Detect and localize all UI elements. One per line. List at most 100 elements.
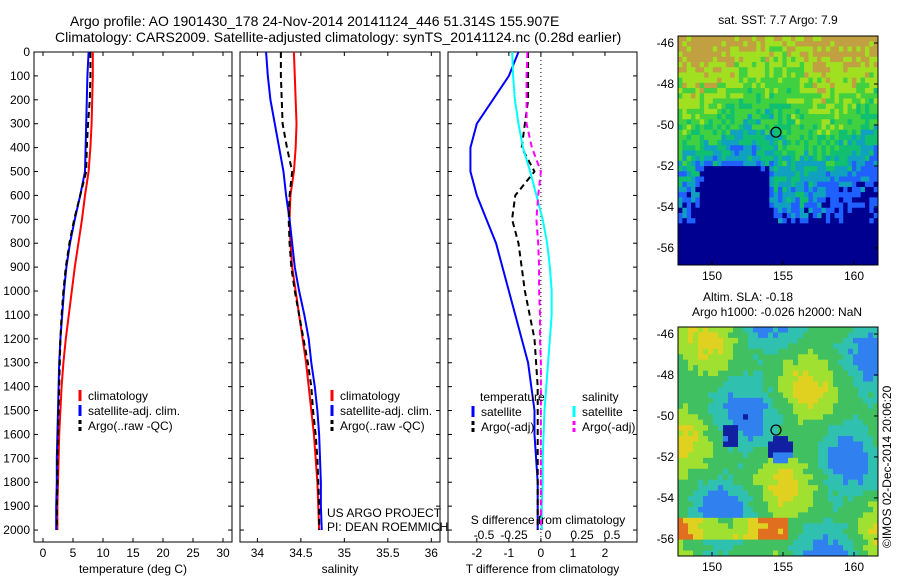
sla-cell [818,539,824,546]
sla-cell [718,490,724,497]
sst-cell [725,67,731,73]
sla-cell [823,425,829,432]
sst-cell [678,223,683,230]
sst-cell [756,82,762,89]
sst-cell [799,67,805,73]
sla-cell [778,348,784,355]
sla-cell [778,430,784,437]
sst-cell [869,228,875,235]
sla-cell [843,392,849,399]
sst-cell [756,233,762,240]
sla-cell [798,359,804,366]
sst-cell [704,150,709,157]
sst-cell [730,140,736,146]
sst-cell [786,119,792,125]
sla-cell [798,332,804,339]
sla-cell [773,430,779,437]
sla-cell [808,539,814,546]
sla-cell [718,501,724,508]
sla-cell [743,392,749,399]
sla-cell [758,452,764,459]
sla-cell [748,343,754,350]
sst-cell [843,36,849,42]
sla-cell [708,545,714,552]
sst-cell [799,254,805,261]
sst-cell [812,176,818,183]
sst-cell [873,51,879,58]
sst-cell [860,259,866,266]
sla-cell [718,479,724,486]
sla-cell [763,463,769,470]
sst-cell [764,62,770,68]
sst-cell [795,108,801,115]
sla-cell [718,408,724,415]
sst-cell [821,41,827,47]
sla-cell [708,376,714,383]
sla-cell [678,376,684,383]
sla-cell [783,463,789,470]
sla-cell [753,354,759,361]
sst-cell [873,171,879,178]
sst-cell [764,124,770,131]
sst-cell [830,176,836,183]
sla-cell [803,403,809,410]
sst-cell [678,207,683,214]
sla-cell [788,528,794,535]
sla-cell [823,496,829,502]
sla-cell [778,501,784,508]
sst-cell [760,176,766,183]
sla-cell [808,436,814,442]
sst-cell [838,218,844,224]
sst-cell [856,176,862,183]
sla-cell [858,528,864,535]
sst-cell [721,166,727,172]
sla-cell [768,452,774,459]
sla-cell [833,550,839,557]
sst-cell [830,46,836,53]
sst-cell [821,181,827,188]
sst-cell [830,228,836,235]
sla-cell [798,348,804,355]
sla-cell [853,506,859,513]
sla-cell [688,430,694,437]
sla-cell [758,425,764,432]
sla-cell [678,343,684,350]
sst-cell [860,51,866,58]
sst-cell [747,51,753,58]
sla-cell [698,430,704,437]
sst-cell [791,88,796,94]
sst-cell [856,155,862,162]
sst-cell [764,98,770,105]
sla-cell [863,337,869,344]
sst-cell [708,223,714,230]
sla-cell [783,376,789,383]
sla-cell [793,419,799,426]
sla-cell [738,474,744,481]
sst-cell [730,192,736,198]
sla-cell [798,468,804,475]
sst-cell [821,56,827,63]
sst-cell [851,108,857,115]
sst-cell [712,186,718,193]
sla-cell [713,457,719,464]
sla-cell [723,474,729,481]
profile-line-satellite-adj-clim- [265,51,323,531]
sst-cell [778,150,783,157]
sst-cell [778,114,783,120]
sla-cell [813,403,819,410]
sst-cell [743,108,749,115]
sst-cell [708,56,714,63]
sst-cell [738,124,744,131]
sst-cell [795,249,801,256]
sla-cell [803,408,809,415]
sst-cell [708,98,714,105]
sst-cell [760,56,766,63]
sst-cell [869,145,875,151]
sla-cell [703,327,709,333]
sla-cell [693,506,699,513]
sla-cell [853,496,859,502]
sst-cell [843,207,849,214]
sst-cell [743,186,749,193]
sst-cell [734,124,740,131]
sla-cell [828,327,834,333]
